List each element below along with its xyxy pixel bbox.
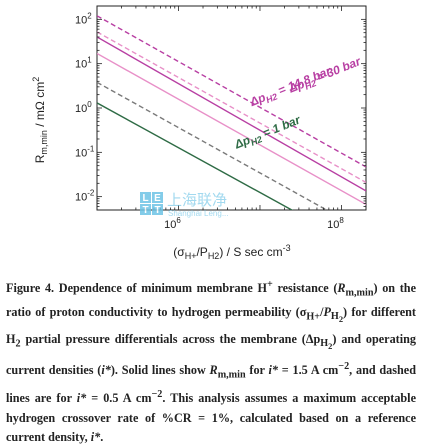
series-line-1bar-dashed bbox=[97, 81, 329, 210]
x-axis-title: (σH+/PH2) / S sec cm-3 bbox=[173, 243, 290, 261]
series-line-30bar-dashed bbox=[97, 15, 366, 168]
series-line-14.8bar-solid bbox=[97, 52, 366, 206]
series-line-14.8bar-dashed bbox=[97, 31, 366, 184]
watermark-english: Shanghai Leng... bbox=[168, 209, 229, 218]
figure-caption: Figure 4. Dependence of minimum membrane… bbox=[6, 279, 416, 444]
series-line-1bar-solid bbox=[97, 102, 294, 210]
y-tick-label: 101 bbox=[75, 56, 92, 71]
y-tick-label: 100 bbox=[75, 100, 92, 115]
y-tick-label: 10-2 bbox=[75, 189, 95, 204]
y-axis-title: Rm,min / mΩ cm2 bbox=[31, 77, 49, 164]
svg-text:E: E bbox=[154, 193, 161, 204]
y-tick-label: 10-1 bbox=[75, 144, 95, 159]
svg-text:T: T bbox=[154, 205, 160, 216]
y-tick-label: 102 bbox=[75, 11, 92, 26]
svg-text:T: T bbox=[142, 205, 148, 216]
watermark-chinese: 上海联净 bbox=[167, 191, 227, 209]
x-tick-label: 108 bbox=[327, 216, 344, 231]
svg-text:L: L bbox=[142, 193, 148, 204]
x-tick-label: 106 bbox=[164, 216, 181, 231]
axis-ticks: 10-2 10-1 100 101 102 106 108 bbox=[75, 5, 367, 231]
series-group bbox=[97, 15, 366, 210]
plot-area bbox=[96, 5, 367, 211]
watermark-logo: L E T T 上海联净 Shanghai Leng... bbox=[140, 191, 229, 218]
series-line-30bar-solid bbox=[97, 36, 366, 192]
